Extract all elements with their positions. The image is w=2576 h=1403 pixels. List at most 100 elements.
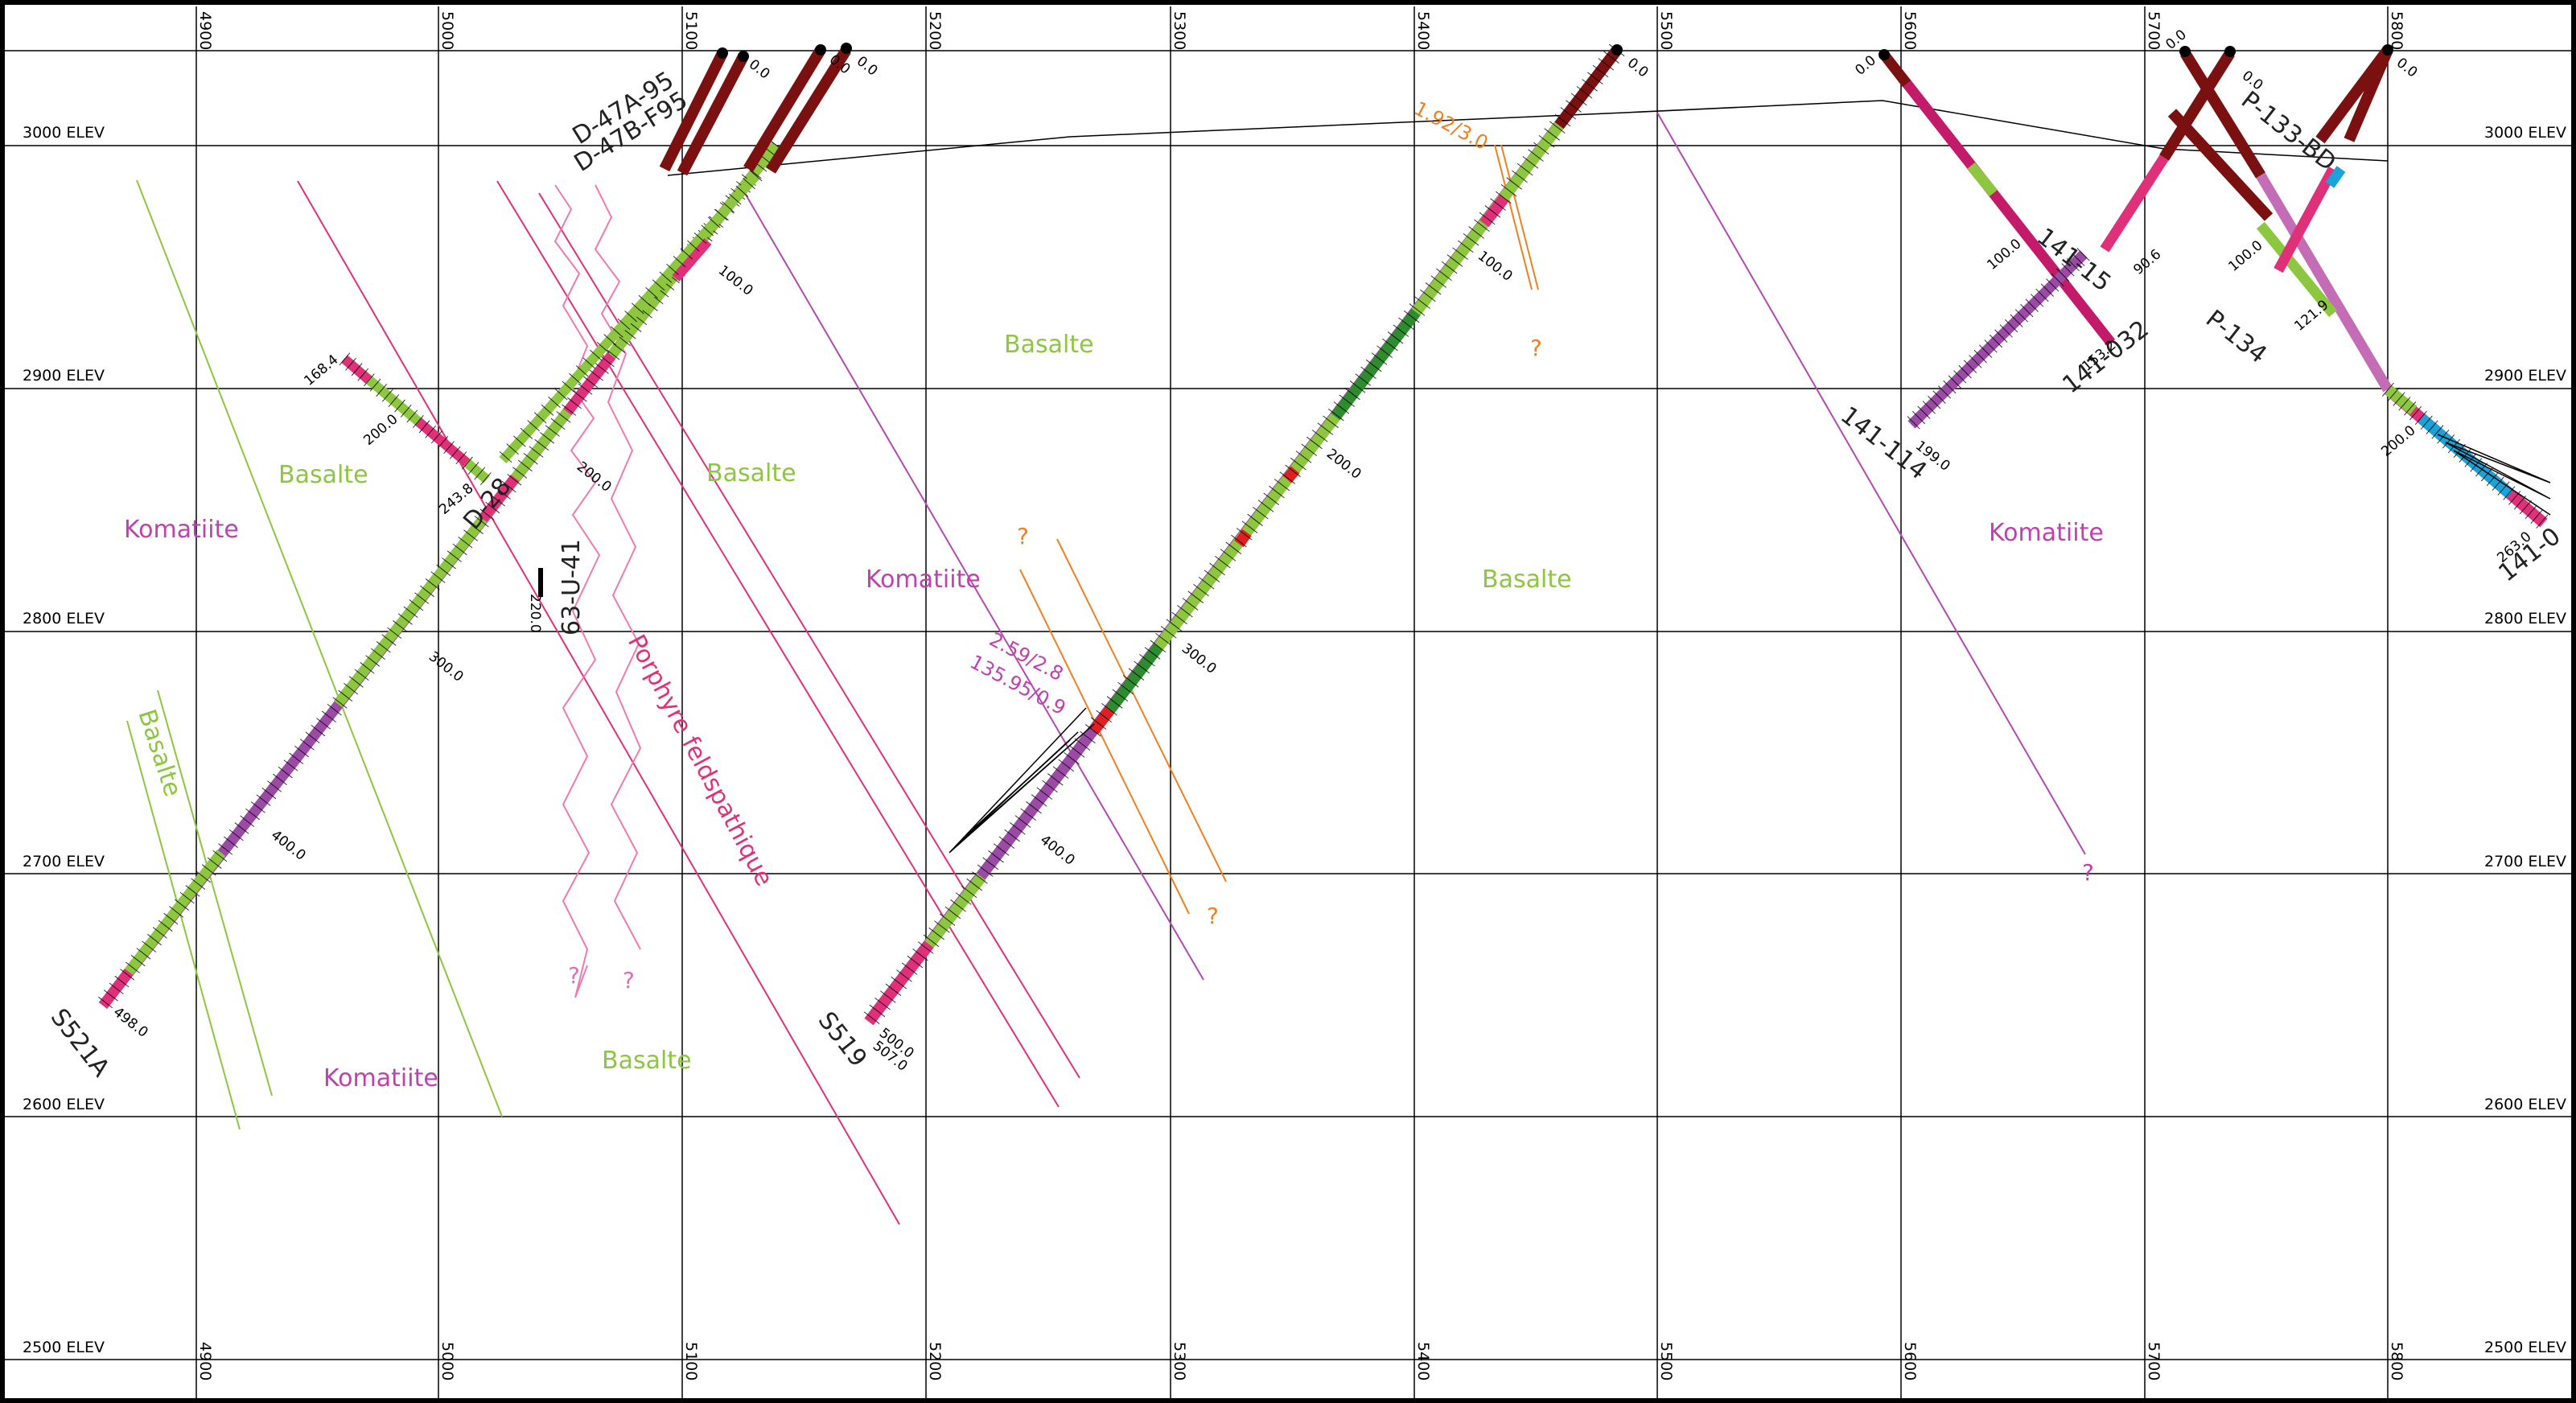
p-depth-100: 100.0 xyxy=(2225,237,2265,275)
h63u41-depth: 220.0 xyxy=(527,594,543,633)
rock-label-basalte-4: Basalte xyxy=(706,459,796,488)
contact-line-green-3 xyxy=(157,689,273,1096)
elev-label-2500: 2500 ELEV xyxy=(23,1339,105,1356)
d28-interval-felsic-1 xyxy=(341,355,372,384)
elevation-gridlines xyxy=(0,50,2576,1360)
drillhole-s519: S519 500.0 507.0 400.0 300.0 200.0 100.0… xyxy=(813,43,1652,1075)
elev-label-2900-right: 2900 ELEV xyxy=(2484,367,2566,385)
d47-ticks xyxy=(496,170,763,466)
p133-interval-blue xyxy=(2325,166,2346,188)
east-label-5500-bottom: 5500 xyxy=(1657,1342,1675,1380)
h141-114-overburden xyxy=(1879,51,1911,87)
d47-depth-0a: 0.0 xyxy=(746,56,773,82)
contact-line-green-1 xyxy=(136,179,503,1117)
h141-114-depth-100: 100.0 xyxy=(1984,236,2024,274)
rock-label-basalte-1: Basalte xyxy=(278,461,368,489)
query-mark-4: ? xyxy=(1207,903,1219,929)
s519-depth-200: 200.0 xyxy=(1323,446,1364,483)
d47d-collar xyxy=(841,43,852,54)
contact-line-purple-1 xyxy=(739,184,1204,981)
contact-line-pink-2 xyxy=(496,180,1060,1108)
s519-depth-400: 400.0 xyxy=(1037,832,1078,869)
query-mark-3: ? xyxy=(1017,523,1029,549)
drillhole-s521a: S521A 498.0 400.0 300.0 200.0 100.0 xyxy=(45,139,784,1083)
d47c-collar xyxy=(815,44,826,56)
s519-interval-basalt-2 xyxy=(1154,413,1340,651)
elev-label-3000-right: 3000 ELEV xyxy=(2484,124,2566,142)
s519-interval-dark-basalt-2 xyxy=(1105,643,1163,714)
east-label-5500-top: 5500 xyxy=(1657,11,1675,50)
p-depth-121: 121.9 xyxy=(2291,297,2331,335)
s521a-interval-basalt-4 xyxy=(124,850,226,975)
s521a-interval-felsic-2 xyxy=(478,474,520,523)
p-depth-0b: 0.0 xyxy=(2239,68,2266,93)
s519-assay-fan xyxy=(949,707,1095,854)
east-label-5100-bottom: 5100 xyxy=(682,1342,700,1380)
elev-label-2700: 2700 ELEV xyxy=(23,853,105,870)
query-mark-2: ? xyxy=(623,967,635,994)
query-mark-5: ? xyxy=(1530,335,1542,361)
elev-label-2600-right: 2600 ELEV xyxy=(2484,1096,2566,1113)
s519-depth-300: 300.0 xyxy=(1179,640,1220,677)
h141-0-interval-basalt xyxy=(2384,385,2418,415)
elevation-labels: 3000 ELEV 2900 ELEV 2800 ELEV 2700 ELEV … xyxy=(23,124,2566,1356)
contact-line-orange-3 xyxy=(1494,144,1533,290)
elev-label-2800-right: 2800 ELEV xyxy=(2484,610,2566,627)
h141-114-depth-0: 0.0 xyxy=(1852,52,1879,79)
h63u41-hole-label: 63-U-41 xyxy=(558,539,586,636)
h141-032-overburden xyxy=(2167,109,2274,221)
s521a-depth-100: 100.0 xyxy=(715,262,756,299)
east-label-5000-top: 5000 xyxy=(438,11,456,50)
d47b-overburden xyxy=(677,53,749,176)
east-label-5100-top: 5100 xyxy=(682,11,700,50)
elev-label-2700-right: 2700 ELEV xyxy=(2484,853,2566,870)
rock-label-komatiite-2: Komatiite xyxy=(323,1064,438,1092)
p134-interval-felsic xyxy=(2100,154,2169,253)
s521a-interval-felsic-1 xyxy=(562,352,616,416)
s521a-depth-400: 400.0 xyxy=(268,827,309,864)
h141-0-depth-200: 200.0 xyxy=(2378,422,2418,460)
rock-label-porphyre: Porphyre feldspathique xyxy=(622,630,778,891)
east-label-5600-bottom: 5600 xyxy=(1901,1342,1919,1380)
east-label-4900-bottom: 4900 xyxy=(196,1342,214,1380)
d28-depth-168: 168.4 xyxy=(301,352,341,389)
east-label-5300-top: 5300 xyxy=(1171,11,1188,50)
easting-gridlines xyxy=(195,6,2389,1403)
p133-collar xyxy=(2224,46,2236,57)
contact-line-purple-2 xyxy=(1656,112,2086,855)
d47a-overburden xyxy=(659,50,728,172)
rock-label-komatiite-3: Komatiite xyxy=(866,566,981,594)
east-label-5200-bottom: 5200 xyxy=(926,1342,944,1380)
p133-overburden-c xyxy=(2344,47,2393,142)
d47c-overburden xyxy=(743,47,825,172)
drillhole-d47-group: D-47A-95 D-47B-F95 0.0 0.0 0.0 xyxy=(496,43,881,466)
east-label-5800-top: 5800 xyxy=(2388,11,2405,50)
s519-depth-100: 100.0 xyxy=(1475,248,1516,285)
easting-labels: 4900 5000 5100 5200 5300 5400 5500 5600 … xyxy=(196,11,2405,1380)
rock-label-basalte-5: Basalte xyxy=(1004,331,1094,359)
p133-collar-b xyxy=(2382,44,2393,56)
east-label-5600-top: 5600 xyxy=(1901,11,1919,50)
east-label-5400-bottom: 5400 xyxy=(1414,1342,1432,1380)
s519-interval-red-1 xyxy=(1282,466,1300,483)
s521a-depth-200: 200.0 xyxy=(574,459,615,496)
s519-interval-red-3 xyxy=(1089,706,1115,734)
elev-label-2900: 2900 ELEV xyxy=(23,367,105,385)
s519-hole-label: S519 xyxy=(813,1006,873,1072)
s519-interval-dark-basalt xyxy=(1331,308,1421,421)
h141-114-interval-basalt xyxy=(1966,162,1998,197)
contact-line-orange-1 xyxy=(1019,569,1190,915)
geological-contacts xyxy=(126,112,2086,1225)
d47b-collar xyxy=(738,51,749,62)
s521a-interval-felsic-3 xyxy=(98,969,134,1009)
east-label-5700-bottom: 5700 xyxy=(2145,1342,2162,1380)
s519-interval-felsic-1 xyxy=(1479,194,1509,228)
contact-line-orange-2 xyxy=(1056,538,1227,883)
porphyry-contact-west xyxy=(553,184,601,998)
d28-interval-felsic-2 xyxy=(415,418,470,467)
s521a-hole-label: S521A xyxy=(45,1003,115,1082)
east-label-5300-bottom: 5300 xyxy=(1171,1342,1188,1380)
drillhole-d28: 168.4 200.0 243.8 D-28 xyxy=(301,352,516,535)
